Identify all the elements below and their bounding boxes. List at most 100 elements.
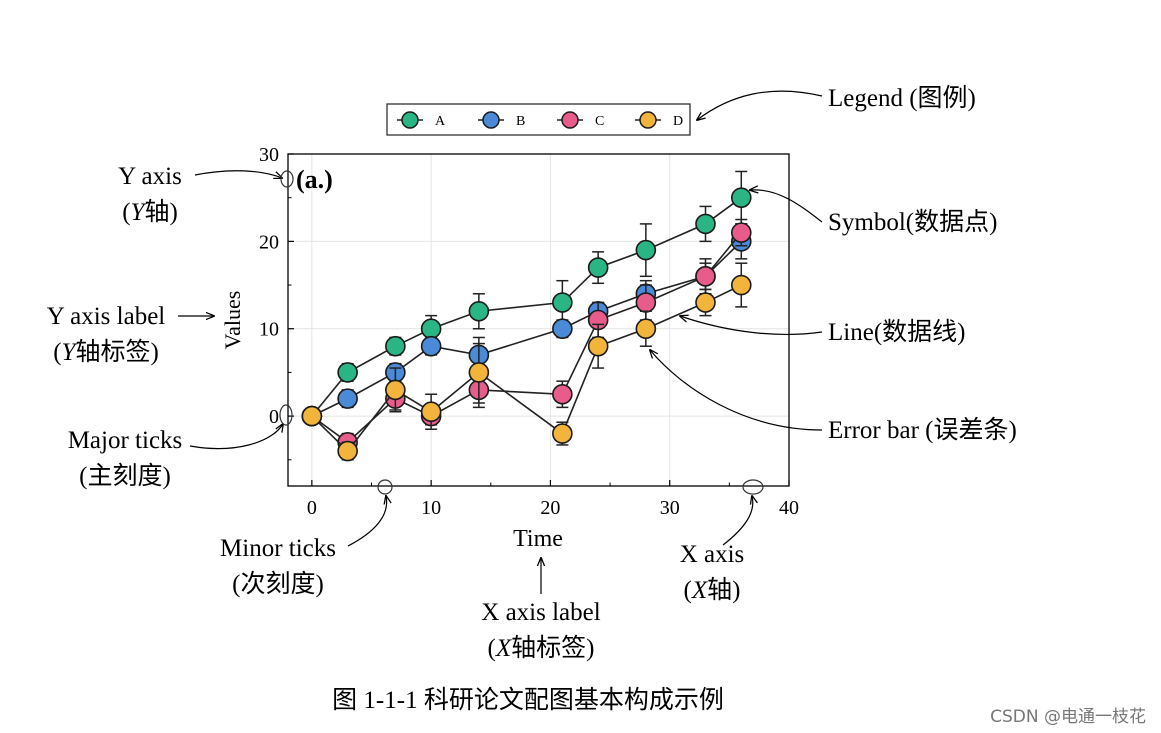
legend-label-c: C [595,114,604,129]
legend-item-d: D [635,111,683,129]
plot-area: 0 10 20 30 40 0 10 20 30 (a.) Values Time [220,144,799,552]
legend-symbol-b [482,111,500,129]
grid-lines [288,154,789,486]
minor-ticks-arrow [347,496,387,547]
series-d-line [311,284,742,453]
series-d-point [695,292,716,313]
line-annotation: Line(数据线) [828,318,965,346]
y-tick-label: 10 [259,319,279,341]
y-tick-label: 20 [259,231,279,253]
series-a-point [635,239,657,261]
x-axis-label-annotation-cn: (X轴标签) [488,634,595,662]
y-axis-annotation-cn: (Y轴) [122,198,178,226]
chart-title: (a.) [296,165,333,194]
series-c-point [635,292,657,313]
x-axis-annotation: X axis [680,541,745,568]
legend: A B C D [386,103,691,136]
series-a-point [587,257,609,278]
major-ticks-annotation: Major ticks [68,427,183,454]
series-b [301,223,752,427]
watermark: CSDN @电通一枝花 [990,707,1146,727]
annotation-arrows [178,90,823,594]
minor-ticks-annotation: Minor ticks [220,535,336,562]
figure-caption: 图 1-1-1 科研论文配图基本构成示例 [332,686,724,714]
y-tick-label: 30 [259,144,279,166]
error-bar-annotation: Error bar (误差条) [828,416,1017,444]
y-axis-label-annotation-cn: (Y轴标签) [53,338,159,366]
legend-item-a: A [397,111,446,129]
x-tick-label: 40 [779,497,799,519]
x-axis-ellipse [742,479,764,495]
x-tick-label: 0 [307,497,317,519]
series-b-point [552,318,573,340]
x-axis-annotation-cn: (X轴) [684,576,741,604]
series-a-point [552,292,573,313]
minor-tick-ellipse [377,479,393,495]
x-tick-label: 10 [421,497,441,519]
series-a [301,170,752,427]
y-tick-label: 0 [269,406,279,428]
legend-label-a: A [435,114,446,129]
series-c-point [730,222,752,243]
symbol-annotation: Symbol(数据点) [828,208,997,236]
x-axis-arrow [722,496,753,546]
legend-symbol-c [561,111,579,129]
legend-label-b: B [516,114,525,129]
major-tick-ellipse [279,404,293,426]
major-ticks-annotation-cn: (主刻度) [79,462,171,490]
y-axis-ellipse [280,170,294,188]
y-axis-arrow [194,170,282,178]
series-d-point [635,318,657,340]
series-b-point [420,335,442,357]
minor-ticks [288,197,730,486]
series-c [301,218,752,453]
series-d [301,262,752,462]
y-axis-label-annotation: Y axis label [47,303,166,330]
series-a-point [730,187,752,208]
series-b-line [311,240,742,417]
series-b-point [337,388,358,409]
line-arrow [680,316,823,335]
y-axis-label: Values [220,291,245,350]
series-a-point [337,362,358,383]
symbol-arrow [750,190,823,223]
legend-label-d: D [673,114,683,129]
series-c-point [695,266,716,287]
series-a-point [695,213,716,235]
plot-frame [287,153,790,487]
series-d-point [385,379,406,401]
x-tick-label: 20 [540,497,560,519]
legend-annotation: Legend (图例) [828,84,976,112]
minor-ticks-annotation-cn: (次刻度) [232,570,324,598]
series-a-point [468,300,490,322]
tick-labels: 0 10 20 30 40 0 10 20 30 [259,144,799,519]
major-ticks-arrow [189,424,283,450]
x-axis-label-annotation: X axis label [481,599,600,626]
legend-symbol-a [401,111,419,129]
series-c-point [552,383,573,405]
major-ticks [288,153,790,486]
series-d-point [552,423,573,444]
series-d-point [420,401,442,423]
x-tick-label: 30 [660,497,680,519]
series-d-point [337,440,358,462]
legend-item-b: B [478,111,525,129]
y-axis-annotation: Y axis [118,163,182,190]
series-d-point [587,335,609,357]
legend-symbol-d [639,111,657,129]
error-bar-arrow [650,350,823,431]
series-c-line [311,232,742,444]
series-d-point [301,405,323,427]
x-axis-label: Time [513,526,563,552]
series-a-point [385,335,406,357]
series-d-point [730,274,752,296]
series-layer [301,170,752,462]
annotation-ellipses [279,170,764,495]
series-a-point [420,318,442,340]
series-a-line [311,197,742,417]
legend-arrow [697,90,823,120]
legend-item-c: C [557,111,604,129]
annotations: Legend (图例) Y axis (Y轴) Y axis label (Y轴… [47,84,1017,662]
series-d-point [468,362,490,383]
